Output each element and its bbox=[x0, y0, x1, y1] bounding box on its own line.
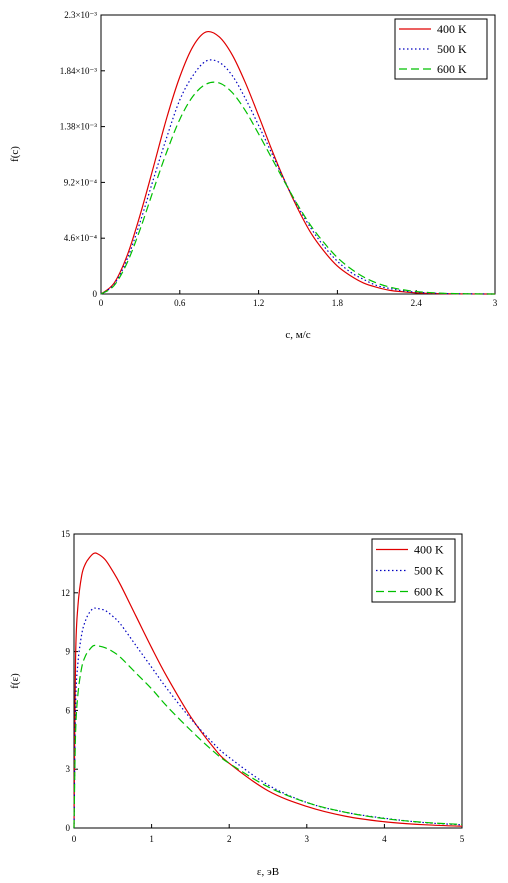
legend-label: 500 K bbox=[414, 564, 444, 578]
x-tick-label: 1 bbox=[149, 834, 154, 844]
y-tick-label: 3 bbox=[66, 764, 71, 774]
series-line-500k bbox=[73, 607, 463, 829]
x-axis-label: c, м/с bbox=[285, 329, 310, 341]
series-line-600k bbox=[100, 81, 496, 295]
y-tick-label: 0 bbox=[93, 289, 98, 299]
y-tick-label: 9.2×10⁻⁴ bbox=[64, 177, 97, 187]
y-tick-label: 12 bbox=[61, 588, 70, 598]
legend-label: 400 K bbox=[414, 543, 444, 557]
y-axis-label: f(ε) bbox=[9, 673, 21, 689]
plot-frame bbox=[100, 14, 496, 295]
y-tick-label: 1.38×10⁻³ bbox=[60, 122, 98, 132]
x-tick-label: 2 bbox=[227, 834, 232, 844]
legend-label: 600 K bbox=[414, 585, 444, 599]
x-tick-label: 2.4 bbox=[411, 298, 423, 308]
x-tick-label: 0 bbox=[99, 298, 104, 308]
x-tick-label: 1.2 bbox=[253, 298, 264, 308]
y-tick-label: 2.3×10⁻³ bbox=[64, 10, 97, 20]
x-tick-label: 5 bbox=[460, 834, 465, 844]
x-tick-label: 0.6 bbox=[174, 298, 186, 308]
x-axis-label: ε, эВ bbox=[257, 866, 279, 878]
legend-label: 400 K bbox=[437, 22, 467, 36]
x-tick-label: 3 bbox=[305, 834, 310, 844]
y-tick-label: 1.84×10⁻³ bbox=[60, 66, 98, 76]
legend-label: 600 K bbox=[437, 62, 467, 76]
x-tick-label: 0 bbox=[72, 834, 77, 844]
plot-frame bbox=[73, 533, 463, 829]
y-tick-label: 0 bbox=[66, 823, 71, 833]
x-tick-label: 4 bbox=[382, 834, 387, 844]
y-tick-label: 6 bbox=[66, 705, 71, 715]
series-line-600k bbox=[73, 644, 463, 829]
series-line-400k bbox=[73, 552, 463, 829]
legend-label: 500 K bbox=[437, 42, 467, 56]
x-tick-label: 1.8 bbox=[332, 298, 344, 308]
y-tick-label: 9 bbox=[66, 647, 71, 657]
x-tick-label: 3 bbox=[493, 298, 498, 308]
series-line-400k bbox=[100, 30, 496, 295]
series-line-500k bbox=[100, 59, 496, 295]
y-tick-label: 15 bbox=[61, 529, 71, 539]
y-axis-label: f(c) bbox=[9, 146, 21, 162]
y-tick-label: 4.6×10⁻⁴ bbox=[64, 233, 97, 243]
chart-1: 0 0.6 1.2 1.8 2.4 3 0 4.6×10⁻⁴ 9.2×10⁻⁴ 1.38×10⁻³… bbox=[9, 10, 498, 341]
legend-box bbox=[371, 538, 456, 603]
